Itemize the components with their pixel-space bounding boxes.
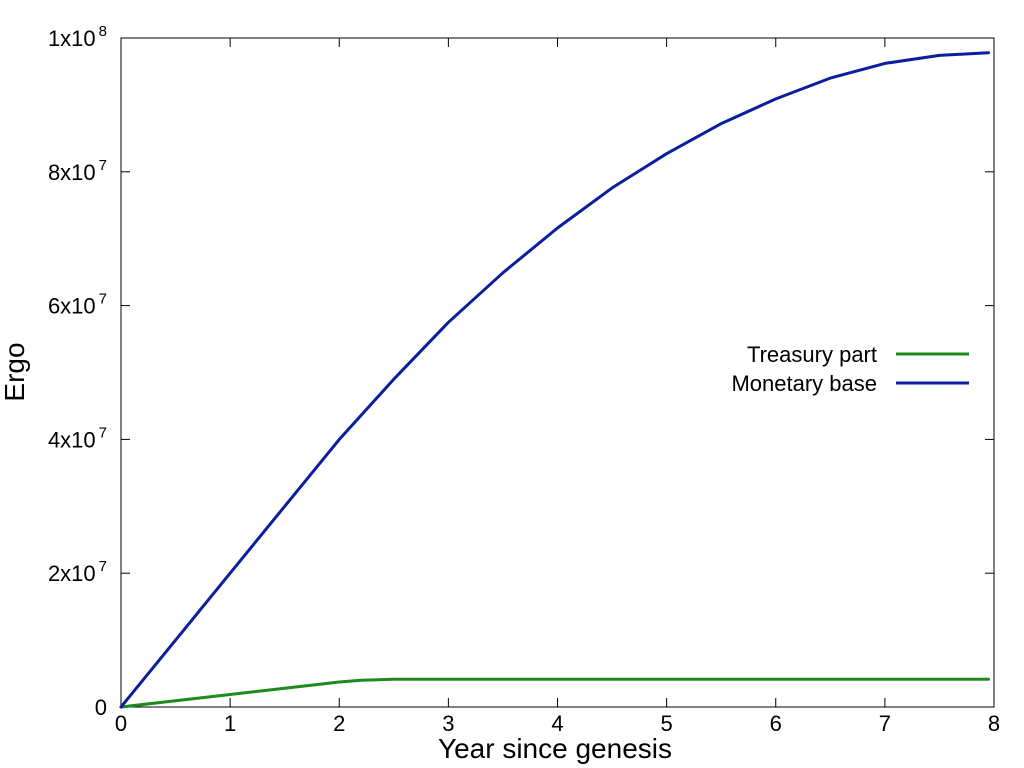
x-tick-label: 6 (770, 711, 782, 736)
series-line-treasury-part (119, 677, 990, 709)
legend-label: Treasury part (747, 342, 877, 367)
y-tick-label: 6x10 7 (48, 291, 107, 319)
y-tick-label: 2x10 7 (48, 558, 107, 586)
y-tick-label: 0 (95, 695, 107, 720)
y-axis-title: Ergo (0, 342, 30, 401)
y-tick-mantissa: 8x10 (48, 160, 96, 185)
legend: Treasury part Monetary base (731, 342, 969, 396)
y-tick-mantissa: 1x10 (48, 26, 96, 51)
x-tick-label: 5 (661, 711, 673, 736)
y-tick-exponent: 7 (99, 291, 107, 308)
x-axis-title: Year since genesis (438, 733, 672, 764)
y-tick-label: 1x10 8 (48, 23, 107, 51)
x-tick-label: 8 (988, 711, 1000, 736)
x-tick-label: 0 (115, 711, 127, 736)
x-tick-label: 2 (333, 711, 345, 736)
x-axis-ticks: 0 1 2 3 4 5 6 7 8 (115, 38, 1000, 736)
y-tick-exponent: 8 (99, 23, 107, 40)
x-tick-label: 7 (879, 711, 891, 736)
y-tick-exponent: 7 (99, 424, 107, 441)
x-tick-label: 1 (224, 711, 236, 736)
y-tick-mantissa: 4x10 (48, 427, 96, 452)
legend-label: Monetary base (731, 371, 877, 396)
series-line-monetary-base (119, 51, 990, 709)
x-tick-label: 3 (442, 711, 454, 736)
x-tick-label: 4 (551, 711, 563, 736)
y-tick-label: 8x10 7 (48, 157, 107, 185)
y-tick-mantissa: 6x10 (48, 294, 96, 319)
y-tick-exponent: 7 (99, 157, 107, 174)
y-tick-exponent: 7 (99, 558, 107, 575)
y-tick-mantissa: 0 (95, 695, 107, 720)
y-tick-label: 4x10 7 (48, 424, 107, 452)
series-layer (119, 51, 990, 709)
y-tick-mantissa: 2x10 (48, 561, 96, 586)
